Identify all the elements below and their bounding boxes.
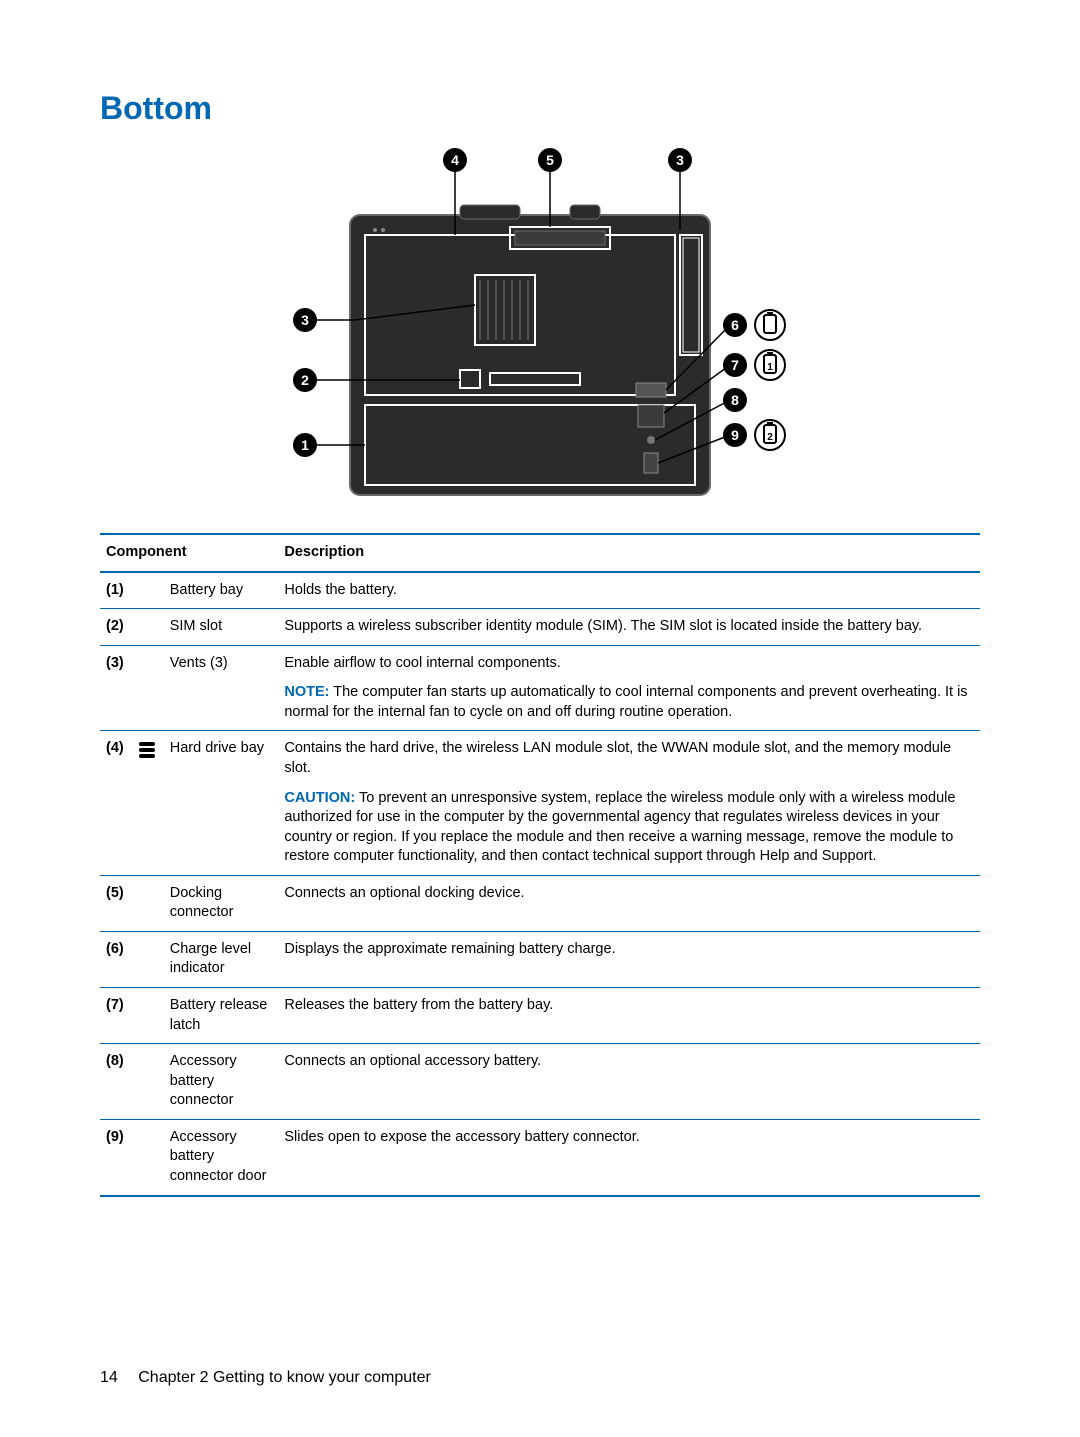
row-icon xyxy=(130,988,164,1044)
row-desc: Contains the hard drive, the wireless LA… xyxy=(278,731,980,875)
callout-4: 4 xyxy=(443,148,467,172)
svg-text:9: 9 xyxy=(731,427,739,443)
table-row: (8) Accessory battery connector Connects… xyxy=(100,1044,980,1120)
row-note: NOTE: The computer fan starts up automat… xyxy=(284,683,974,722)
components-table: Component Description (1) Battery bay Ho… xyxy=(100,533,980,1197)
row-desc: Supports a wireless subscriber identity … xyxy=(278,609,980,646)
row-name: Accessory battery connector door xyxy=(164,1119,279,1195)
row-icon xyxy=(130,572,164,609)
row-num: (7) xyxy=(100,988,130,1044)
row-icon xyxy=(130,645,164,731)
table-row: (9) Accessory battery connector door Sli… xyxy=(100,1119,980,1195)
svg-text:6: 6 xyxy=(731,317,739,333)
caution-text: To prevent an unresponsive system, repla… xyxy=(284,790,955,865)
callout-5: 5 xyxy=(538,148,562,172)
page-number: 14 xyxy=(100,1369,118,1386)
svg-text:3: 3 xyxy=(301,312,309,328)
row-desc: Displays the approximate remaining batte… xyxy=(278,931,980,987)
bottom-diagram: 1 2 3 3 4 5 6 7 8 9 1 xyxy=(260,145,820,515)
table-row: (5) Docking connector Connects an option… xyxy=(100,875,980,931)
legend-battery-icon-1 xyxy=(755,310,785,340)
row-desc-text: Contains the hard drive, the wireless LA… xyxy=(284,739,974,778)
row-icon xyxy=(130,931,164,987)
row-desc: Holds the battery. xyxy=(278,572,980,609)
row-num: (6) xyxy=(100,931,130,987)
table-row: (6) Charge level indicator Displays the … xyxy=(100,931,980,987)
row-num: (2) xyxy=(100,609,130,646)
legend-battery-icon-2: 1 xyxy=(755,350,785,380)
row-icon xyxy=(130,1119,164,1195)
svg-text:2: 2 xyxy=(301,372,309,388)
table-row: (7) Battery release latch Releases the b… xyxy=(100,988,980,1044)
callout-1: 1 xyxy=(293,433,317,457)
hdd-icon xyxy=(136,739,158,761)
legend-battery-icon-3: 2 xyxy=(755,420,785,450)
row-desc: Connects an optional docking device. xyxy=(278,875,980,931)
callout-2: 2 xyxy=(293,368,317,392)
row-icon xyxy=(130,731,164,875)
row-num: (3) xyxy=(100,645,130,731)
svg-text:7: 7 xyxy=(731,357,739,373)
row-name: Battery release latch xyxy=(164,988,279,1044)
note-text: The computer fan starts up automatically… xyxy=(284,684,967,720)
page-title: Bottom xyxy=(100,90,980,127)
chapter-title: Chapter 2 Getting to know your computer xyxy=(138,1369,431,1386)
svg-text:3: 3 xyxy=(676,152,684,168)
row-num: (5) xyxy=(100,875,130,931)
row-num: (4) xyxy=(100,731,130,875)
row-name: Charge level indicator xyxy=(164,931,279,987)
callout-9: 9 xyxy=(723,423,747,447)
header-description: Description xyxy=(278,534,980,572)
row-name: Docking connector xyxy=(164,875,279,931)
row-num: (9) xyxy=(100,1119,130,1195)
row-name: Hard drive bay xyxy=(164,731,279,875)
row-desc-text: Enable airflow to cool internal componen… xyxy=(284,654,974,674)
svg-text:4: 4 xyxy=(451,152,459,168)
note-label: NOTE: xyxy=(284,684,329,700)
svg-text:1: 1 xyxy=(767,362,773,373)
row-num: (1) xyxy=(100,572,130,609)
row-icon xyxy=(130,609,164,646)
table-row: (2) SIM slot Supports a wireless subscri… xyxy=(100,609,980,646)
caution-label: CAUTION: xyxy=(284,790,355,806)
row-name: Vents (3) xyxy=(164,645,279,731)
diagram-container: 1 2 3 3 4 5 6 7 8 9 1 xyxy=(260,145,820,515)
svg-text:8: 8 xyxy=(731,392,739,408)
table-row: (4) Hard drive bay Contains the hard dri… xyxy=(100,731,980,875)
callout-3-left: 3 xyxy=(293,308,317,332)
callout-7: 7 xyxy=(723,353,747,377)
row-desc: Slides open to expose the accessory batt… xyxy=(278,1119,980,1195)
table-row: (1) Battery bay Holds the battery. xyxy=(100,572,980,609)
page-footer: 14 Chapter 2 Getting to know your comput… xyxy=(100,1369,431,1387)
svg-text:1: 1 xyxy=(301,437,309,453)
svg-text:2: 2 xyxy=(767,432,773,443)
svg-text:5: 5 xyxy=(546,152,554,168)
row-name: Accessory battery connector xyxy=(164,1044,279,1120)
row-icon xyxy=(130,875,164,931)
row-desc: Enable airflow to cool internal componen… xyxy=(278,645,980,731)
row-caution: CAUTION: To prevent an unresponsive syst… xyxy=(284,789,974,867)
row-desc: Releases the battery from the battery ba… xyxy=(278,988,980,1044)
table-row: (3) Vents (3) Enable airflow to cool int… xyxy=(100,645,980,731)
row-name: Battery bay xyxy=(164,572,279,609)
header-component: Component xyxy=(100,534,278,572)
row-name: SIM slot xyxy=(164,609,279,646)
page-container: Bottom xyxy=(0,0,1080,1437)
row-icon xyxy=(130,1044,164,1120)
callout-6: 6 xyxy=(723,313,747,337)
row-num: (8) xyxy=(100,1044,130,1120)
row-desc: Connects an optional accessory battery. xyxy=(278,1044,980,1120)
callout-3-top: 3 xyxy=(668,148,692,172)
callout-8: 8 xyxy=(723,388,747,412)
